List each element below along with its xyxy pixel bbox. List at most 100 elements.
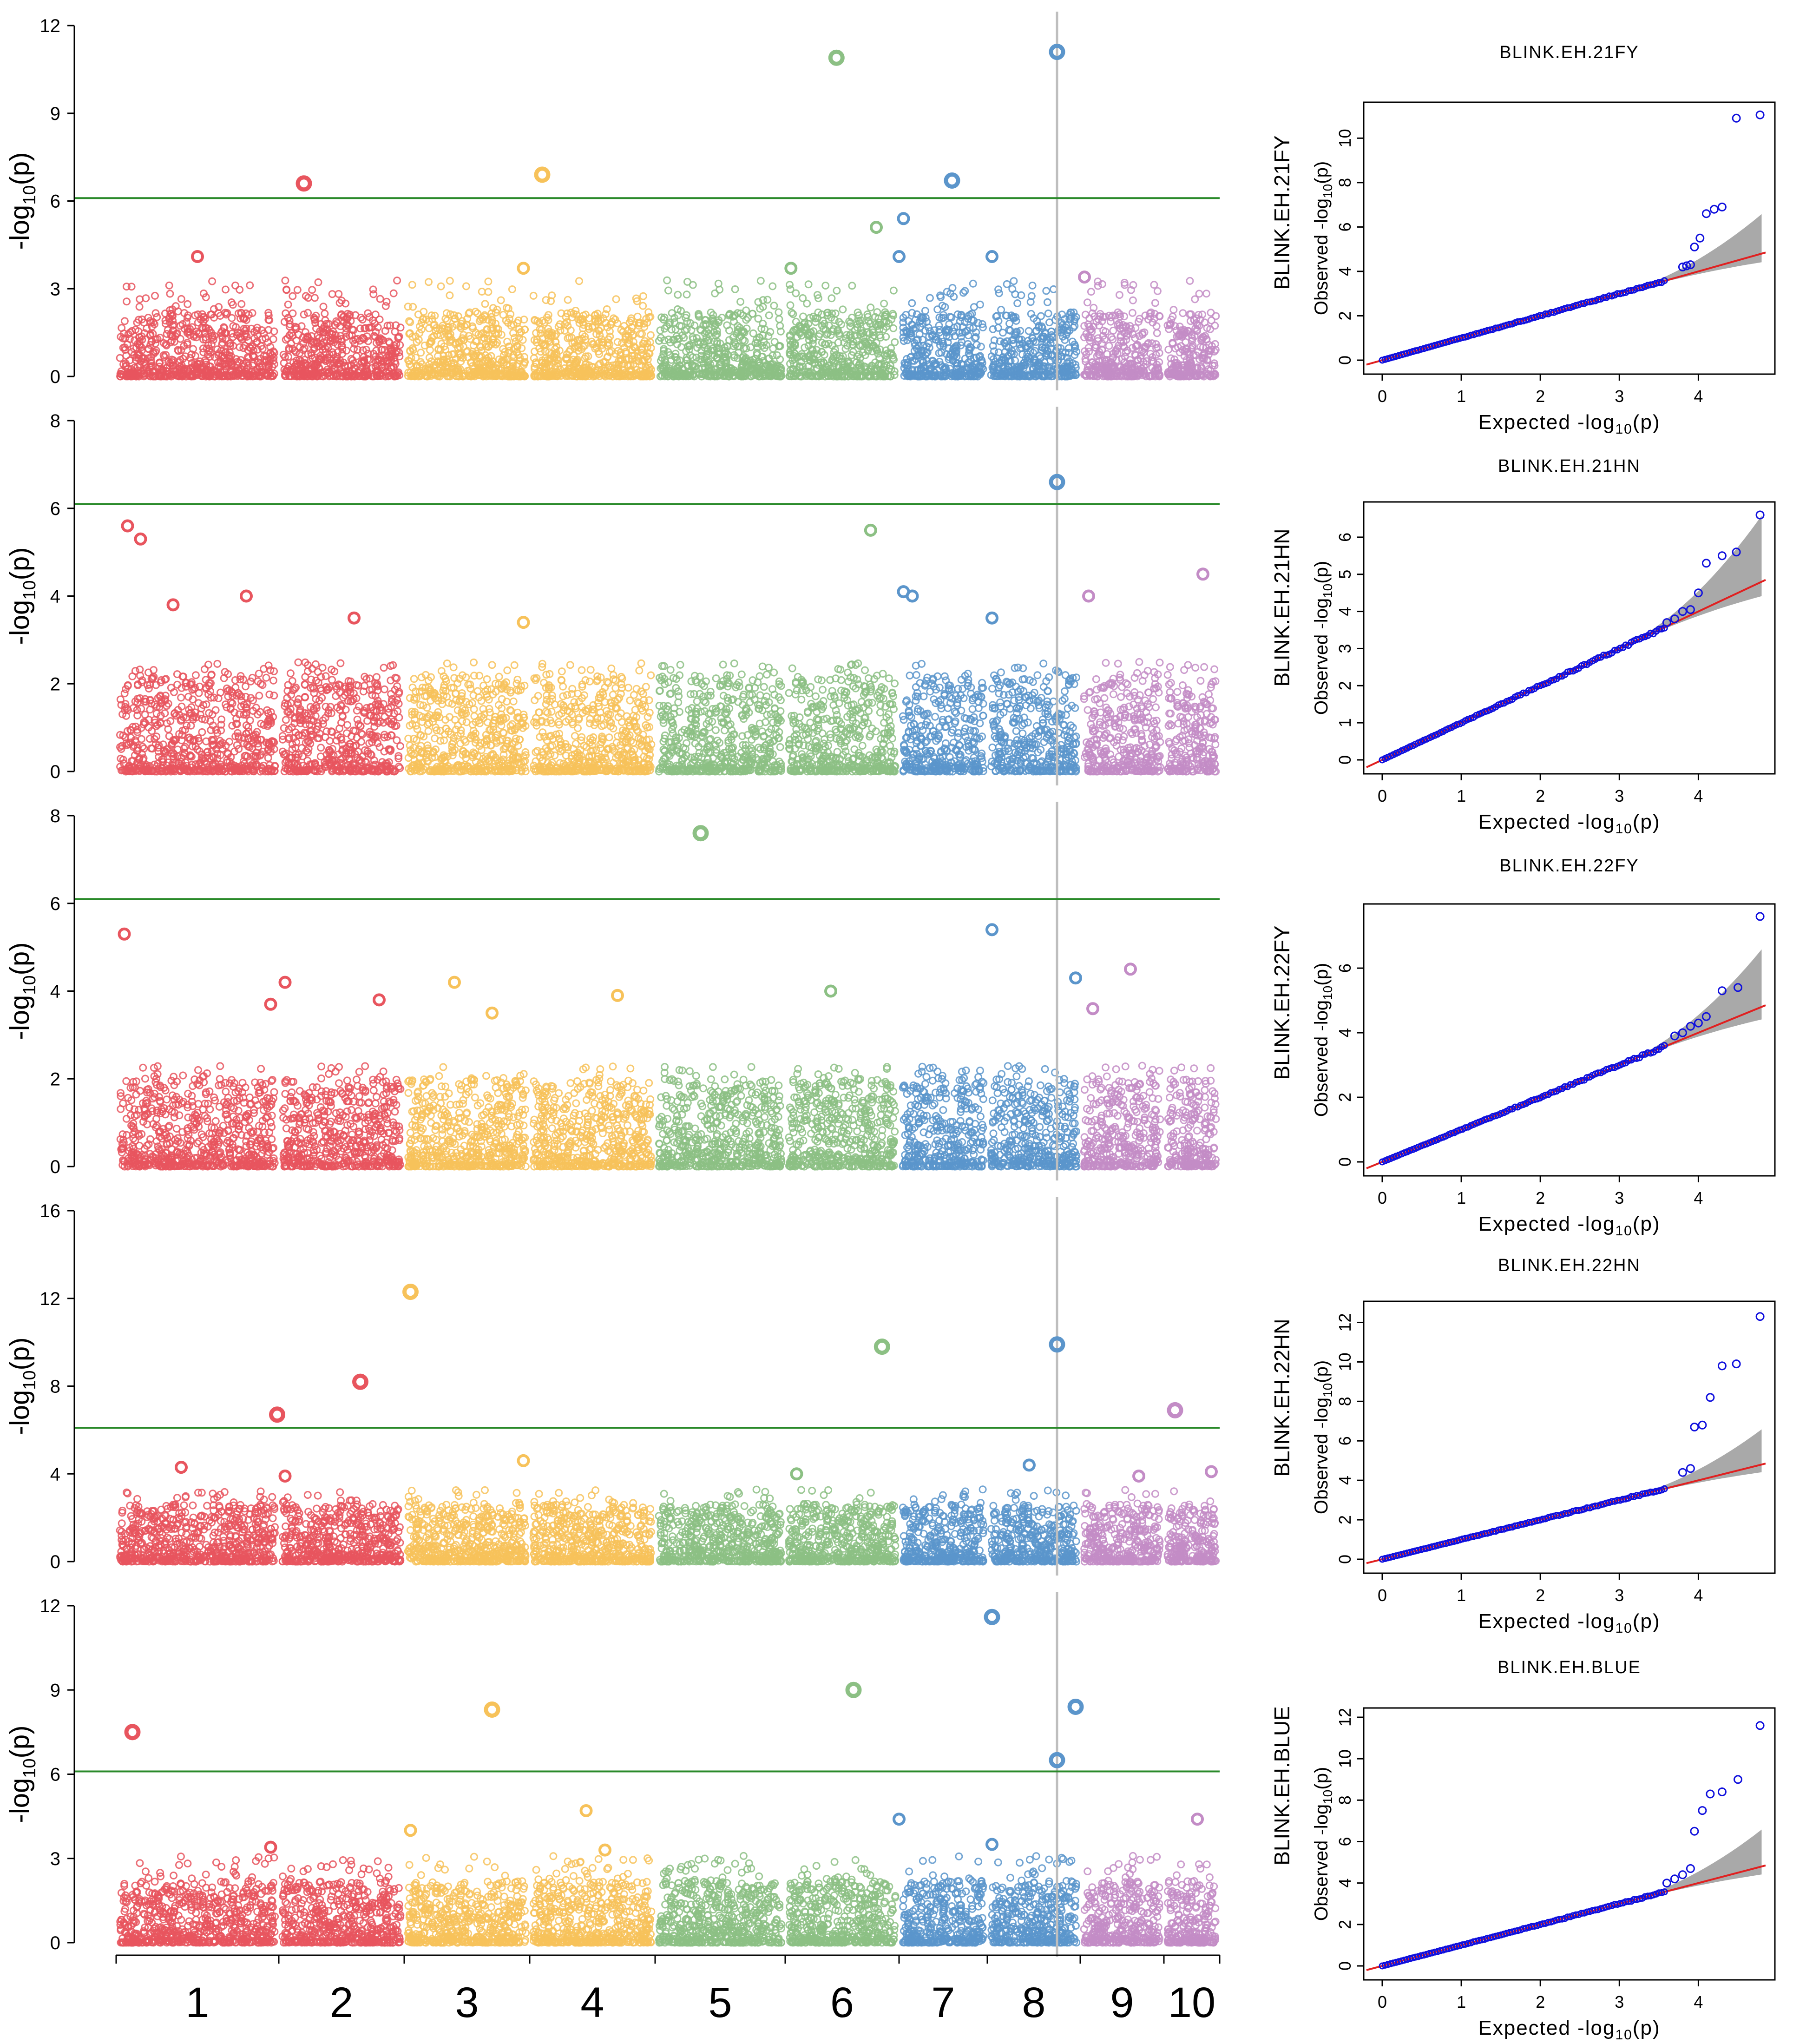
snp-point (198, 372, 206, 380)
snp-point (135, 316, 143, 324)
snp-point (999, 329, 1007, 337)
peak-point (897, 212, 910, 225)
peak-point (296, 175, 312, 192)
snp-point (204, 660, 212, 669)
snp-point (236, 285, 244, 294)
snp-point (417, 349, 425, 357)
snp-point (197, 316, 205, 324)
snp-point (242, 309, 250, 317)
snp-point (1169, 306, 1178, 314)
snp-point (289, 292, 297, 300)
snp-point (848, 282, 856, 290)
snp-point (933, 305, 942, 314)
snp-point (168, 362, 177, 370)
snp-point (183, 340, 191, 349)
peak-point (517, 262, 530, 275)
snp-point (198, 728, 206, 736)
snp-point (179, 369, 187, 378)
snp-point (197, 370, 205, 379)
snp-point (215, 372, 223, 381)
snp-point (120, 317, 129, 325)
snp-point (935, 321, 943, 330)
snp-point (125, 356, 134, 364)
y-tick-label: 3 (50, 279, 60, 299)
snp-point (128, 348, 136, 356)
snp-point (169, 322, 177, 330)
snp-point (116, 354, 124, 362)
snp-point (223, 309, 231, 317)
snp-point (369, 290, 378, 298)
snp-point (217, 688, 224, 697)
snp-point (176, 322, 184, 330)
snp-point (171, 302, 180, 310)
snp-point (208, 277, 217, 285)
snp-point (786, 301, 795, 310)
snp-point (414, 310, 422, 319)
snp-point (332, 317, 341, 325)
snp-point (120, 330, 128, 337)
snp-point (393, 277, 401, 285)
snp-point (775, 308, 783, 316)
snp-point (141, 371, 149, 379)
snp-point (839, 305, 847, 314)
snp-point (1115, 291, 1123, 299)
snp-point (314, 278, 322, 286)
snp-point (328, 290, 336, 298)
snp-point (270, 327, 278, 336)
snp-point (142, 294, 150, 303)
snp-point (237, 300, 246, 308)
snp-point (155, 359, 164, 367)
snp-point (293, 286, 302, 294)
snp-point (183, 365, 191, 373)
snp-point (169, 326, 177, 335)
snp-point (189, 345, 197, 353)
snp-point (132, 372, 140, 381)
snp-point (239, 344, 248, 352)
snp-point (206, 353, 214, 361)
snp-point (382, 297, 391, 306)
snp-point (770, 302, 778, 310)
snp-point (216, 312, 224, 320)
snp-point (1150, 281, 1158, 289)
snp-point (135, 303, 144, 311)
snp-point (182, 318, 190, 326)
snp-point (613, 338, 622, 346)
snp-point (128, 327, 136, 335)
snp-point (804, 280, 813, 289)
snp-point (768, 282, 777, 290)
snp-point (199, 336, 208, 343)
snp-point (146, 331, 155, 339)
snp-point (1195, 290, 1203, 298)
snp-point (206, 310, 215, 319)
snp-point (437, 282, 445, 290)
snp-point (1164, 345, 1173, 354)
snp-point (749, 329, 757, 337)
snp-point (381, 302, 390, 310)
snp-point (228, 314, 236, 322)
snp-point (308, 286, 316, 294)
snp-point (425, 278, 433, 286)
snp-point (191, 352, 199, 360)
snp-point (248, 368, 256, 376)
snp-point (123, 297, 131, 306)
snp-point (1129, 296, 1137, 304)
snp-point (969, 279, 977, 288)
snp-point (162, 341, 171, 349)
snp-point (970, 303, 978, 311)
snp-point (1151, 299, 1159, 307)
snp-point (119, 334, 127, 343)
snp-point (529, 291, 538, 300)
snp-point (161, 320, 170, 328)
snp-point (252, 372, 261, 380)
snp-point (146, 341, 155, 349)
snp-point (478, 288, 486, 296)
snp-point (218, 332, 226, 340)
snp-point (1050, 285, 1057, 293)
snp-point (1202, 290, 1210, 298)
snp-point (1179, 309, 1187, 317)
snp-point (184, 300, 192, 308)
snp-point (1003, 280, 1011, 288)
snp-point (220, 372, 228, 381)
